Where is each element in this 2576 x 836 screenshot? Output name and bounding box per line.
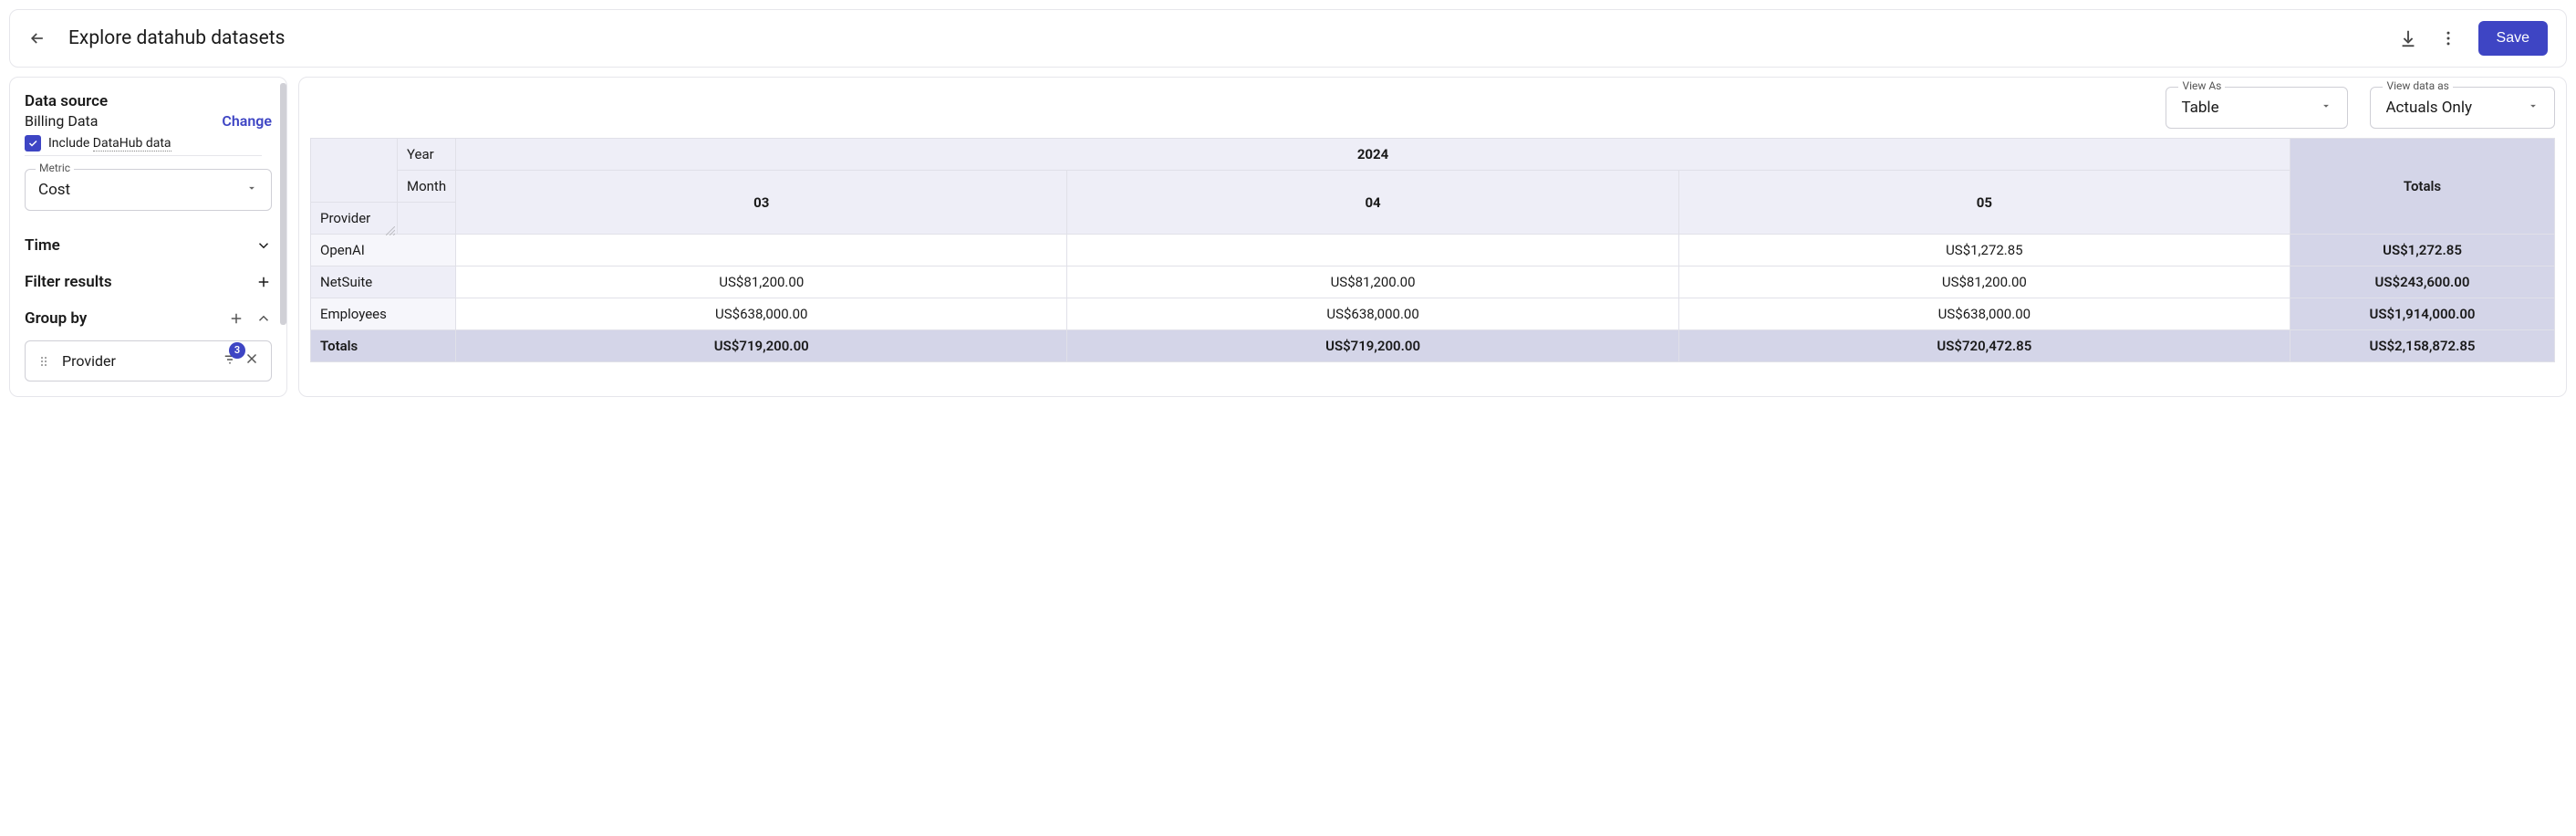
filter-results-label: Filter results [25,273,112,291]
blank-header [398,203,456,235]
group-chip-label: Provider [62,352,211,370]
data-cell [1067,235,1678,266]
totals-row-label: Totals [311,330,456,362]
view-data-as-select[interactable]: View data as Actuals Only [2370,87,2555,129]
remove-group-icon[interactable] [244,350,260,371]
change-data-source-link[interactable]: Change [222,112,272,130]
data-cell: US$81,200.00 [456,266,1067,298]
month-header: 05 [1678,171,2290,235]
metric-label: Metric [36,162,74,174]
row-name-cell: NetSuite [311,266,456,298]
chevron-down-icon [2320,99,2332,117]
data-source-name: Billing Data [25,112,98,130]
resize-handle-icon[interactable] [386,223,395,232]
data-table: Year2024TotalsMonth030405Provider OpenAI… [310,138,2555,362]
drag-handle-icon[interactable] [36,354,51,369]
data-cell: US$638,000.00 [1678,298,2290,330]
add-filter-icon[interactable] [255,274,272,290]
add-group-icon[interactable] [228,310,244,327]
page-title: Explore datahub datasets [68,27,2376,49]
download-icon[interactable] [2398,28,2418,48]
view-as-select[interactable]: View As Table [2166,87,2348,129]
data-cell: US$1,272.85 [1678,235,2290,266]
table-row: EmployeesUS$638,000.00US$638,000.00US$63… [311,298,2555,330]
divider [25,155,262,156]
totals-cell: US$719,200.00 [1067,330,1678,362]
data-cell: US$81,200.00 [1678,266,2290,298]
table-body: OpenAIUS$1,272.85US$1,272.85NetSuiteUS$8… [311,235,2555,362]
data-cell: US$638,000.00 [456,298,1067,330]
view-as-value: Table [2181,99,2218,117]
view-data-as-value: Actuals Only [2385,99,2472,117]
top-actions: Save [2398,21,2548,56]
view-data-as-label: View data as [2383,79,2452,92]
data-cell: US$81,200.00 [1067,266,1678,298]
table-corner [311,139,398,203]
sidebar-scrollbar[interactable] [280,83,286,325]
year-label-cell: Year [398,139,456,171]
row-name-cell: Employees [311,298,456,330]
row-total-cell: US$1,914,000.00 [2290,298,2555,330]
filter-icon[interactable]: 3 [222,351,238,371]
include-datahub-label: Include DataHub data [48,136,171,151]
totals-cell: US$720,472.85 [1678,330,2290,362]
more-icon[interactable] [2438,28,2458,48]
filter-results-section: Filter results [25,264,272,300]
checkbox-checked-icon[interactable] [25,135,41,152]
row-total-cell: US$243,600.00 [2290,266,2555,298]
include-datahub-checkbox-row[interactable]: Include DataHub data [25,135,272,152]
save-button[interactable]: Save [2478,21,2548,56]
filter-count-badge: 3 [229,342,245,359]
totals-row: TotalsUS$719,200.00US$719,200.00US$720,4… [311,330,2555,362]
data-source-label: Data source [25,92,272,110]
data-cell: US$638,000.00 [1067,298,1678,330]
group-by-section: Group by [25,300,272,337]
provider-header: Provider [311,203,398,235]
month-label-cell: Month [398,171,456,203]
chevron-down-icon [2527,99,2540,117]
chevron-down-icon [245,181,258,199]
totals-header: Totals [2290,139,2555,235]
metric-select[interactable]: Metric Cost [25,169,272,211]
month-header: 03 [456,171,1067,235]
chevron-up-icon[interactable] [255,310,272,327]
group-chip-provider[interactable]: Provider 3 [25,340,272,381]
main-panel: View As Table View data as Actuals Only [298,77,2567,397]
chevron-down-icon [255,237,272,254]
time-section[interactable]: Time [25,227,272,264]
time-label: Time [25,236,60,255]
data-cell [456,235,1067,266]
month-header: 04 [1067,171,1678,235]
table-row: OpenAI US$1,272.85US$1,272.85 [311,235,2555,266]
metric-value: Cost [38,181,70,199]
totals-cell: US$719,200.00 [456,330,1067,362]
year-value-cell: 2024 [456,139,2290,171]
back-icon[interactable] [28,29,47,47]
table-head: Year2024Totals Month030405 Provider [311,139,2555,235]
row-name-cell: OpenAI [311,235,456,266]
top-bar: Explore datahub datasets Save [9,9,2567,68]
row-total-cell: US$1,272.85 [2290,235,2555,266]
table-row: NetSuiteUS$81,200.00US$81,200.00US$81,20… [311,266,2555,298]
group-by-label: Group by [25,309,87,328]
view-as-label: View As [2178,79,2225,92]
sidebar: Data source Billing Data Change Include … [9,77,287,397]
grand-total-cell: US$2,158,872.85 [2290,330,2555,362]
